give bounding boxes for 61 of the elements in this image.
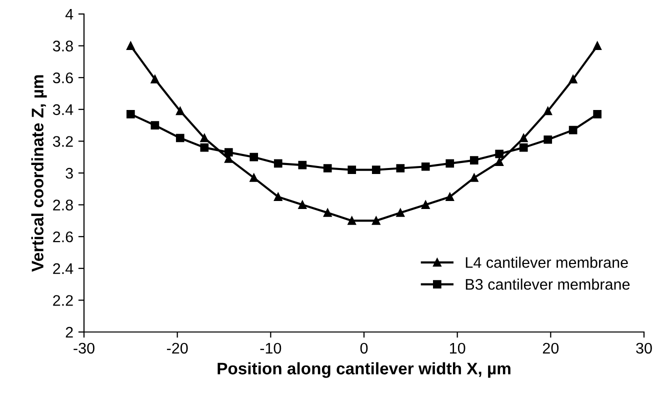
point (176, 106, 184, 116)
point (298, 200, 307, 209)
point (126, 110, 135, 118)
point (274, 159, 282, 168)
point (568, 126, 578, 134)
y-tick-label: 2.4 (53, 263, 74, 274)
y-tick-label: 3.2 (52, 136, 73, 147)
point (348, 166, 356, 174)
y-tick-label: 2.2 (53, 295, 73, 306)
point (323, 164, 332, 172)
point (200, 134, 209, 142)
point (372, 166, 380, 174)
point (150, 121, 160, 130)
point (593, 42, 602, 50)
x-tick-label: -20 (166, 342, 188, 354)
point (446, 192, 454, 202)
point (396, 164, 405, 172)
point (150, 75, 160, 84)
y-tick-label: 2 (66, 326, 73, 338)
x-tick-label: 20 (542, 342, 559, 354)
y-tick-label: 3.8 (52, 40, 73, 52)
point (446, 159, 454, 168)
point (298, 160, 307, 170)
y-tick-label: 4 (65, 9, 74, 20)
x-tick-label: 0 (360, 342, 368, 354)
y-tick-label: 2.8 (53, 200, 73, 210)
point (200, 143, 209, 152)
point (224, 148, 233, 156)
point (593, 110, 602, 118)
point (250, 174, 258, 182)
y-tick-label: 3.6 (52, 72, 73, 84)
point (544, 135, 552, 144)
x-tick-label: 10 (450, 342, 466, 354)
y-tick-label: 3 (66, 168, 73, 179)
point (519, 143, 528, 152)
point (568, 75, 578, 84)
legend-label: B3 cantilever membrane (466, 278, 630, 290)
point (348, 216, 356, 225)
point (544, 106, 552, 116)
x-tick-label: -10 (260, 342, 282, 354)
point (274, 192, 282, 202)
point (495, 150, 504, 158)
point (421, 200, 430, 209)
x-tick-label: -30 (74, 342, 94, 354)
point (372, 216, 380, 225)
point (176, 134, 184, 142)
y-axis-title: Vertical coordinate Z, µm (31, 75, 47, 272)
legend-label: L4 cantilever membrane (466, 256, 628, 268)
point (250, 152, 258, 162)
point (323, 208, 332, 217)
point (421, 162, 430, 171)
y-tick-label: 3.4 (52, 104, 74, 116)
y-tick-label: 2.6 (53, 231, 73, 242)
point (470, 156, 478, 164)
point (396, 208, 405, 217)
point (519, 134, 528, 142)
point (126, 42, 135, 50)
point (495, 158, 504, 166)
x-axis-title: Position along cantilever width X, µm (218, 362, 510, 378)
x-tick-label: 30 (636, 342, 652, 354)
point (470, 174, 478, 182)
